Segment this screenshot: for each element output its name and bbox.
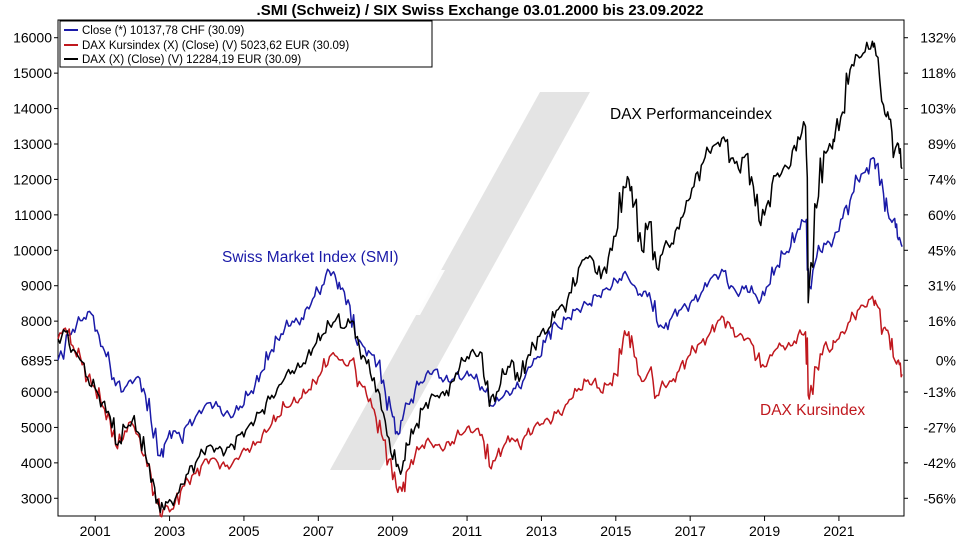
y-right-tick-label: -42% [923,455,956,471]
y-left-tick-label: 8000 [21,313,52,329]
annotation-dax-kurs: DAX Kursindex [760,402,865,419]
y-right-tick-label: -27% [923,419,956,435]
y-right-tick-label: 60% [928,207,956,223]
x-tick-label-2005: 2005 [228,523,259,539]
x-tick-label-2013: 2013 [526,523,557,539]
y-right-tick-label: 132% [920,30,956,46]
x-tick-label-2021: 2021 [823,523,854,539]
watermark-logo [330,92,590,470]
chart-title: .SMI (Schweiz) / SIX Swiss Exchange 03.0… [257,2,704,19]
y-left-tick-label: 10000 [13,242,52,258]
y-right-tick-label: 16% [928,313,956,329]
y-left-tick-label: 3000 [21,490,52,506]
x-tick-label-2009: 2009 [377,523,408,539]
x-axis: 2001 2003 2005 2007 2009 2011 2013 2015 2017 2019… [80,516,855,539]
legend-box [59,20,433,68]
y-left-tick-label: 6895 [21,352,52,368]
x-tick-label-2003: 2003 [154,523,185,539]
y-left-tick-label: 6000 [21,384,52,400]
y-right-tick-label: 89% [928,136,956,152]
y-axis-left: 3000 4000 5000 6000 6895 8000 9000 10000 11000 12… [13,30,58,506]
x-tick-label-2001: 2001 [80,523,111,539]
x-tick-label-2019: 2019 [749,523,780,539]
y-right-tick-label: 45% [928,242,956,258]
y-right-tick-label: 0% [936,352,956,368]
y-right-tick-label: 103% [920,101,956,117]
x-tick-label-2015: 2015 [600,523,631,539]
watermark-logo-notch [370,270,445,315]
y-right-tick-label: -56% [923,490,956,506]
x-tick-label-2017: 2017 [675,523,706,539]
legend-item-dax-kurs: DAX Kursindex (X) (Close) (V) 5023,62 EU… [82,40,349,52]
y-left-tick-label: 15000 [13,65,52,81]
series-group [57,40,903,518]
x-tick-label-2007: 2007 [303,523,334,539]
y-right-tick-label: -13% [923,384,956,400]
legend: Close (*) 10137,78 CHF (30.09) DAX Kursi… [59,20,433,68]
y-left-tick-label: 5000 [21,419,52,435]
y-left-tick-label: 9000 [21,278,52,294]
legend-item-dax: DAX (X) (Close) (V) 12284,19 EUR (30.09) [82,54,301,66]
y-left-tick-label: 14000 [13,101,52,117]
y-left-tick-label: 12000 [13,171,52,187]
x-tick-label-2011: 2011 [452,523,482,539]
annotation-dax-performance: DAX Performanceindex [610,106,772,123]
y-left-tick-label: 11000 [14,207,52,223]
series-line-dax-kurs [57,295,903,518]
legend-item-smi: Close (*) 10137,78 CHF (30.09) [82,25,245,37]
y-left-tick-label: 4000 [21,455,52,471]
annotation-smi: Swiss Market Index (SMI) [222,249,399,266]
plot-frame [57,19,905,517]
series-line-dax [57,40,903,514]
y-left-tick-label: 13000 [13,136,52,152]
y-axis-right: 132% 118% 103% 89% 74% 60% 45% 31% 16% 0% -13% -27%… [904,30,956,506]
y-left-tick-label: 16000 [13,30,52,46]
y-right-tick-label: 31% [928,278,956,294]
y-right-tick-label: 118% [921,65,956,81]
y-right-tick-label: 74% [928,171,956,187]
